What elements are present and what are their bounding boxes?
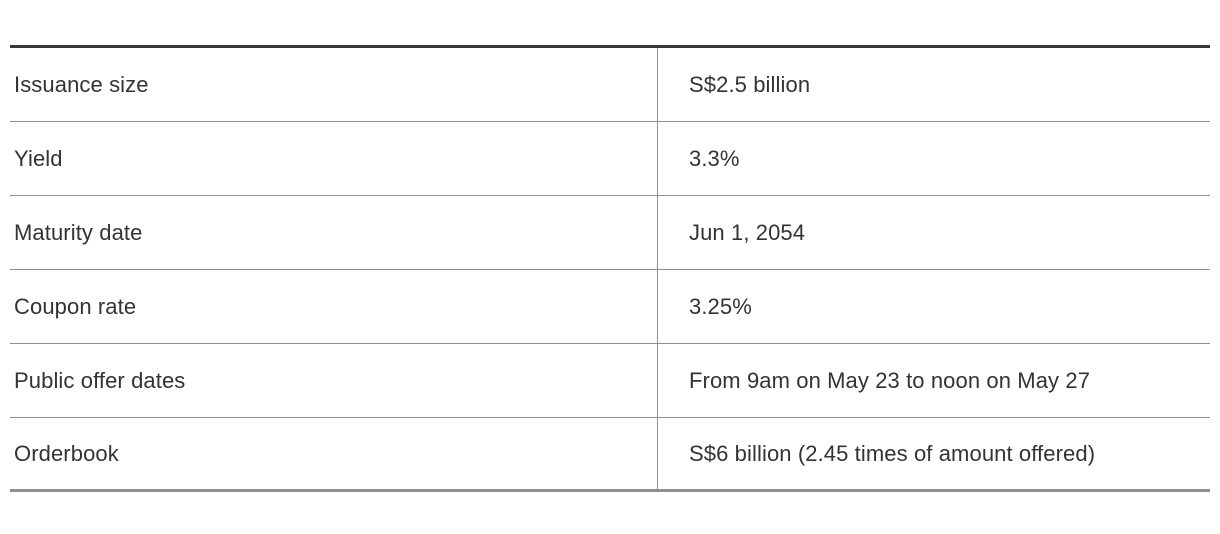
row-label: Orderbook (14, 441, 119, 466)
row-label-cell: Yield (10, 122, 657, 195)
row-label-cell: Coupon rate (10, 270, 657, 343)
bond-facts-table: Issuance size S$2.5 billion Yield 3.3% M… (10, 45, 1210, 492)
row-value: 3.3% (689, 146, 740, 171)
row-label: Maturity date (14, 220, 143, 245)
table-row: Yield 3.3% (10, 122, 1210, 196)
table-row: Orderbook S$6 billion (2.45 times of amo… (10, 418, 1210, 489)
row-value: S$6 billion (2.45 times of amount offere… (689, 441, 1096, 466)
row-value-cell: 3.3% (657, 122, 1210, 195)
row-value-cell: S$2.5 billion (657, 48, 1210, 121)
row-label-cell: Issuance size (10, 48, 657, 121)
table-row: Public offer dates From 9am on May 23 to… (10, 344, 1210, 418)
row-label: Public offer dates (14, 368, 186, 393)
row-value-cell: S$6 billion (2.45 times of amount offere… (657, 418, 1210, 489)
row-value: S$2.5 billion (689, 72, 811, 97)
row-label-cell: Maturity date (10, 196, 657, 269)
row-label-cell: Public offer dates (10, 344, 657, 417)
row-value-cell: From 9am on May 23 to noon on May 27 (657, 344, 1210, 417)
table-row: Maturity date Jun 1, 2054 (10, 196, 1210, 270)
row-value-cell: Jun 1, 2054 (657, 196, 1210, 269)
table-row: Issuance size S$2.5 billion (10, 48, 1210, 122)
row-value: From 9am on May 23 to noon on May 27 (689, 368, 1091, 393)
row-label-cell: Orderbook (10, 418, 657, 489)
row-value: Jun 1, 2054 (689, 220, 806, 245)
table-row: Coupon rate 3.25% (10, 270, 1210, 344)
row-value-cell: 3.25% (657, 270, 1210, 343)
row-label: Issuance size (14, 72, 149, 97)
row-value: 3.25% (689, 294, 752, 319)
row-label: Yield (14, 146, 63, 171)
row-label: Coupon rate (14, 294, 137, 319)
